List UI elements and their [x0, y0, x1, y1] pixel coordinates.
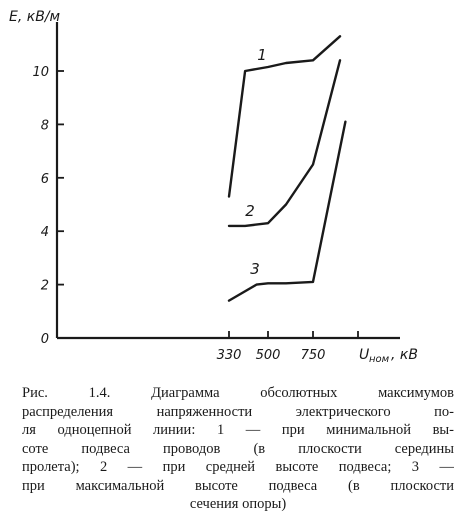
- x-tick-label: 750: [301, 348, 326, 363]
- caption-line: соте подвеса проводов (в плоскости серед…: [22, 440, 454, 457]
- y-tick-labels: 0 2 4 6 8 10: [32, 65, 49, 347]
- x-tick-marks: [228, 331, 359, 338]
- x-axis-title-sub: ном: [369, 354, 390, 365]
- series-label-1: 1: [257, 46, 267, 64]
- line-chart: 0 2 4 6 8 10 330 500 750 1 2 3 E, кВ/м U ном , кВ: [9, 9, 418, 365]
- series-labels: 1 2 3: [245, 46, 267, 278]
- caption-line: ля одноцепной линии: 1 — при минимальной…: [22, 422, 454, 438]
- series-label-3: 3: [250, 260, 260, 278]
- series-line-1: [227, 35, 342, 198]
- caption-line: сечения опоры): [189, 496, 287, 512]
- series-label-2: 2: [245, 202, 255, 220]
- series-line-2: [227, 59, 342, 228]
- y-tick-label: 0: [41, 332, 49, 347]
- x-tick-label: 500: [256, 348, 281, 363]
- series-line-3: [227, 120, 347, 302]
- y-tick-label: 2: [41, 279, 49, 294]
- caption-line: Рис. 1.4. Диаграмма обсолютных максимумо…: [22, 385, 454, 401]
- x-axis-title-main: U: [359, 347, 369, 363]
- y-tick-label: 6: [41, 172, 49, 187]
- caption-line: распределения напряженности электрическо…: [22, 403, 454, 420]
- x-axis-title-unit: , кВ: [391, 347, 418, 363]
- caption-line: пролета); 2 — при средней высоте подвеса…: [22, 459, 454, 475]
- caption-line: при максимальной высоте подвеса (в плоск…: [22, 477, 454, 494]
- x-axis-title: U ном , кВ: [359, 347, 418, 365]
- x-tick-labels: 330 500 750: [217, 348, 326, 363]
- y-tick-label: 4: [41, 225, 49, 240]
- y-tick-marks: [57, 70, 64, 286]
- figure-caption: Рис. 1.4. Диаграмма обсолютных максимумо…: [22, 384, 454, 514]
- x-tick-label: 330: [217, 348, 242, 363]
- series-group: [227, 35, 347, 302]
- y-tick-label: 10: [32, 65, 49, 80]
- y-tick-label: 8: [41, 118, 49, 133]
- y-axis-title: E, кВ/м: [9, 9, 61, 25]
